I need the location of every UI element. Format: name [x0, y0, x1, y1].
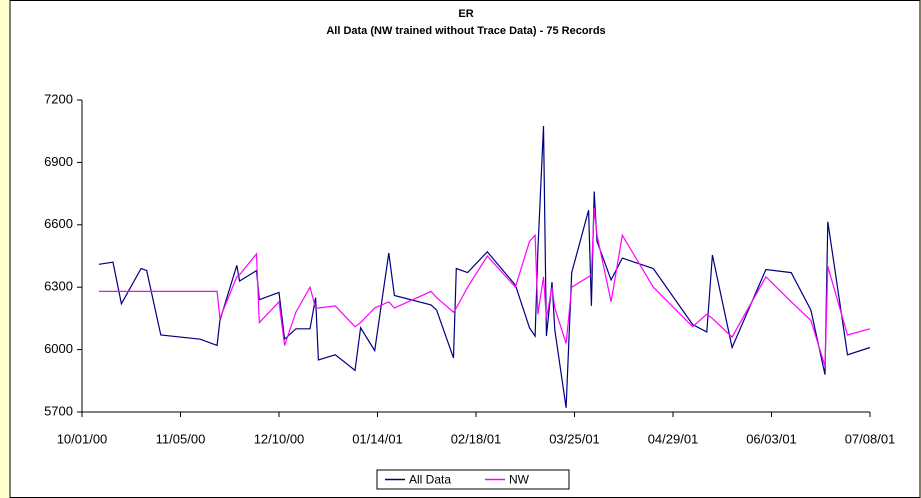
- series-line: [98, 208, 871, 367]
- chart-subtitle: All Data (NW trained without Trace Data)…: [326, 25, 605, 37]
- y-tick-label: 6000: [44, 341, 73, 356]
- x-tick-label: 07/08/01: [845, 431, 896, 446]
- legend-label: All Data: [409, 473, 451, 487]
- x-tick-label: 12/10/00: [254, 431, 305, 446]
- y-tick-label: 6300: [44, 279, 73, 294]
- x-tick-label: 04/29/01: [648, 431, 699, 446]
- y-tick-label: 6600: [44, 216, 73, 231]
- chart-area: [9, 0, 921, 498]
- x-tick-label: 10/01/00: [57, 431, 108, 446]
- legend-box: [376, 469, 570, 490]
- x-tick-label: 02/18/01: [451, 431, 502, 446]
- legend-label: NW: [509, 473, 530, 487]
- x-tick-label: 03/25/01: [549, 431, 600, 446]
- y-tick-label: 6900: [44, 154, 73, 169]
- x-tick-label: 01/14/01: [352, 431, 403, 446]
- x-tick-label: 06/03/01: [746, 431, 797, 446]
- y-tick-label: 7200: [44, 91, 73, 106]
- x-tick-label: 11/05/00: [156, 431, 206, 446]
- chart-title: ER: [458, 8, 473, 20]
- y-tick-label: 5700: [44, 403, 73, 418]
